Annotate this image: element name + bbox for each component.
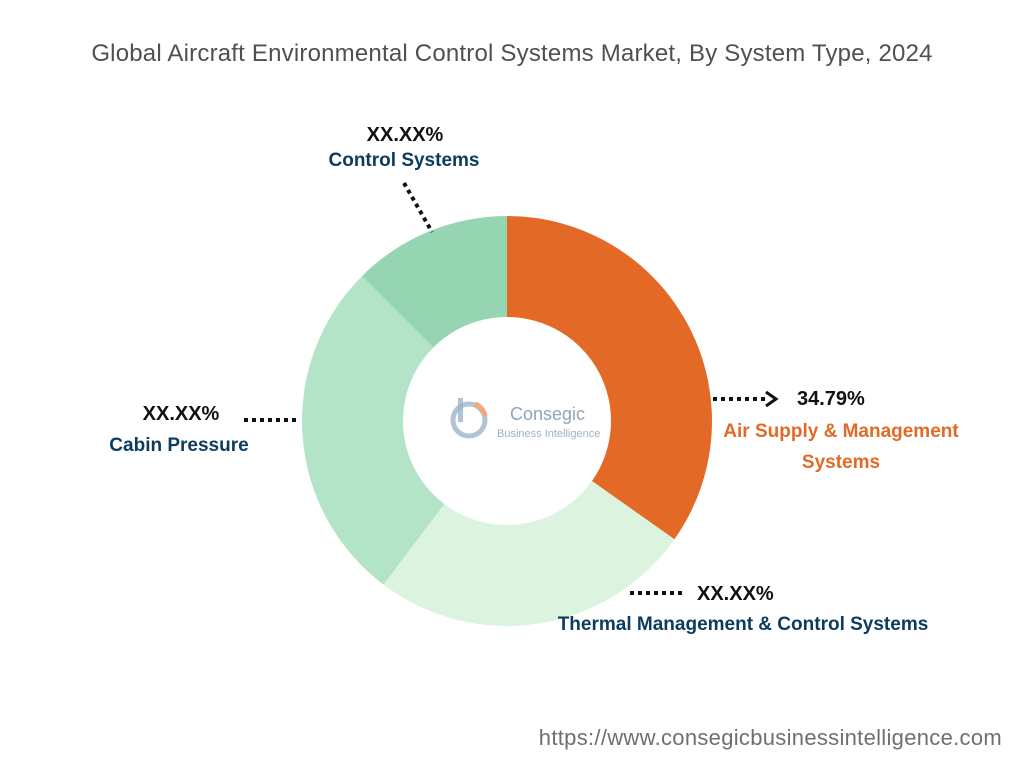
slice-label-thermal: Thermal Management & Control Systems bbox=[558, 614, 929, 635]
slice-control-systems bbox=[361, 216, 507, 348]
slice-label-air-supply-line1: Air Supply & Management bbox=[723, 421, 959, 442]
slice-label-air-supply-line2: Systems bbox=[802, 452, 880, 473]
logo-arc-icon bbox=[473, 401, 488, 417]
logo-name: Consegic bbox=[510, 404, 585, 424]
slice-thermal-management-control-systems bbox=[383, 481, 675, 626]
source-url: https://www.consegicbusinessintelligence… bbox=[538, 725, 1002, 750]
value-label-thermal: XX.XX% bbox=[697, 583, 774, 605]
slice-cabin-pressure bbox=[302, 276, 445, 585]
slice-air-supply-management-systems bbox=[507, 216, 712, 540]
logo-stem-icon bbox=[458, 398, 463, 422]
chart-title: Global Aircraft Environmental Control Sy… bbox=[91, 40, 933, 67]
logo-tagline: Business Intelligence bbox=[497, 428, 600, 440]
leader-arrow-icon bbox=[765, 390, 779, 408]
logo-ring-icon bbox=[450, 401, 488, 439]
value-label-air-supply: 34.79% bbox=[797, 388, 865, 410]
value-label-cabin-pressure: XX.XX% bbox=[143, 403, 220, 425]
value-label-control-systems: XX.XX% bbox=[367, 124, 444, 146]
consegic-logo: Consegic Business Intelligence bbox=[450, 398, 600, 440]
slice-label-cabin-pressure: Cabin Pressure bbox=[109, 435, 248, 456]
slice-label-control-systems: Control Systems bbox=[329, 150, 480, 171]
leader-line-control-systems bbox=[402, 182, 434, 233]
